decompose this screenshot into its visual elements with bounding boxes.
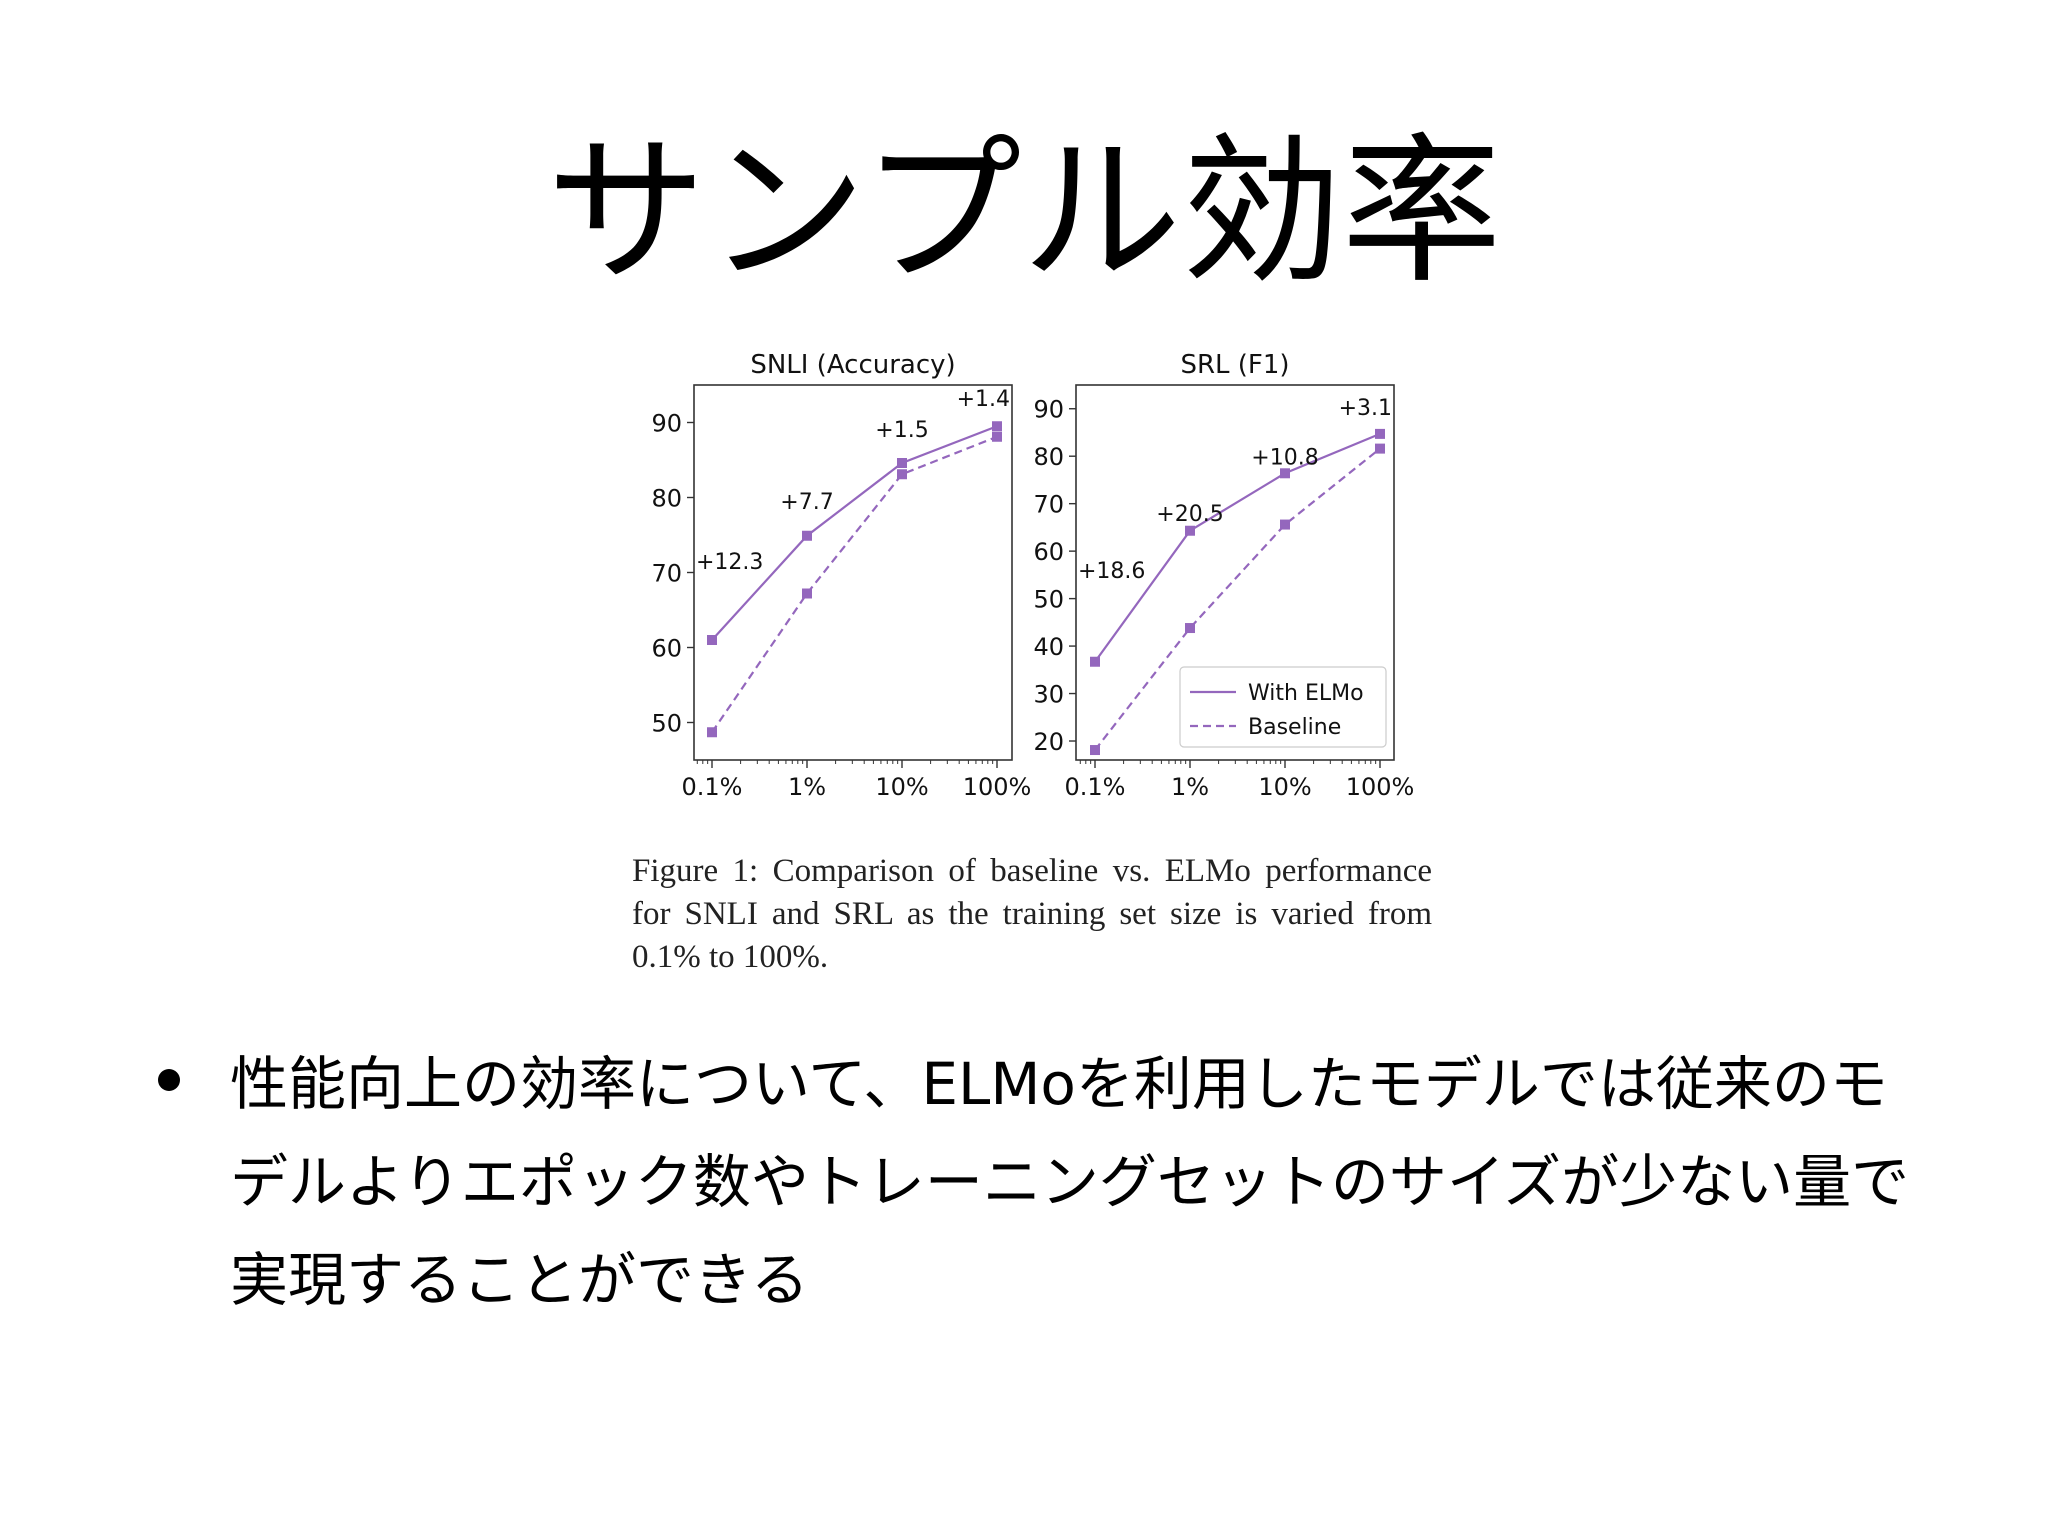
gain-annotation: +20.5 <box>1156 502 1223 527</box>
data-point <box>1375 428 1385 439</box>
chart-title: SRL (F1) <box>1180 350 1289 380</box>
x-tick-label: 1% <box>788 773 826 801</box>
data-point <box>802 588 812 599</box>
y-tick-label: 50 <box>1033 586 1064 614</box>
gain-annotation: +1.5 <box>875 418 928 443</box>
y-tick-label: 70 <box>651 560 682 588</box>
data-point <box>1185 525 1195 536</box>
chart-1: SNLI (Accuracy) 50 60 70 80 90 0.1% 1% 10% 100% +1… <box>651 350 1031 801</box>
y-tick-label: 60 <box>1033 538 1064 566</box>
x-tick-label: 0.1% <box>682 773 743 801</box>
gain-annotation: +18.6 <box>1078 559 1145 584</box>
y-tick-label: 90 <box>1033 396 1064 424</box>
figure-caption: Figure 1: Comparison of baseline vs. ELM… <box>632 853 1432 975</box>
series-line <box>1094 447 1381 751</box>
y-tick-label: 30 <box>1033 681 1064 709</box>
gain-annotation: +7.7 <box>780 490 833 515</box>
y-tick-label: 80 <box>1033 443 1064 471</box>
data-point <box>802 530 812 541</box>
data-point <box>1280 468 1290 479</box>
gain-annotation: +3.1 <box>1339 396 1392 421</box>
y-tick-label: 60 <box>651 635 682 663</box>
chart-title: SNLI (Accuracy) <box>750 350 955 380</box>
series-line <box>711 435 998 733</box>
gain-annotation: +12.3 <box>696 550 763 575</box>
x-tick-label: 10% <box>1258 773 1311 801</box>
x-tick-label: 0.1% <box>1065 773 1126 801</box>
data-point <box>707 635 717 645</box>
y-tick-label: 20 <box>1033 728 1064 756</box>
data-point <box>1090 656 1100 667</box>
data-point <box>1280 519 1290 530</box>
x-tick-label: 1% <box>1171 773 1209 801</box>
data-point <box>992 431 1002 442</box>
y-tick-label: 90 <box>651 410 682 438</box>
data-point <box>707 727 717 738</box>
x-tick-label: 100% <box>963 773 1032 801</box>
gain-annotation: +1.4 <box>957 387 1010 412</box>
series-line <box>711 425 998 641</box>
data-point <box>897 458 907 468</box>
data-point <box>897 469 907 480</box>
data-point <box>1090 745 1100 756</box>
y-tick-label: 50 <box>651 710 682 738</box>
x-tick-label: 100% <box>1346 773 1415 801</box>
gain-annotation: +10.8 <box>1251 445 1318 470</box>
x-tick-label: 10% <box>875 773 928 801</box>
y-tick-label: 40 <box>1033 633 1064 661</box>
bullet-dot-icon <box>158 1069 180 1091</box>
legend-label: With ELMo <box>1248 681 1364 706</box>
charts-figure: SNLI (Accuracy) 50 60 70 80 90 0.1% 1% 10% 100% +1… <box>651 350 1414 801</box>
data-point <box>1375 443 1385 454</box>
series-line <box>1094 432 1381 663</box>
data-point <box>1185 623 1195 634</box>
bullet-item: 性能向上の効率について、ELMoを利用したモデルでは従来のモデルよりエポック数や… <box>158 1035 1918 1329</box>
chart-2: SRL (F1) 20 30 40 50 60 70 80 90 0.1% 1% 10% 100% +18… <box>1033 350 1414 801</box>
legend: With ELMo Baseline <box>1179 666 1387 748</box>
bullet-text: 性能向上の効率について、ELMoを利用したモデルでは従来のモデルよりエポック数や… <box>230 1050 1910 1314</box>
slide-title: サンプル効率 <box>546 118 1502 305</box>
legend-label: Baseline <box>1248 715 1341 740</box>
y-tick-label: 70 <box>1033 491 1064 519</box>
data-point <box>992 421 1002 432</box>
y-tick-label: 80 <box>651 485 682 513</box>
